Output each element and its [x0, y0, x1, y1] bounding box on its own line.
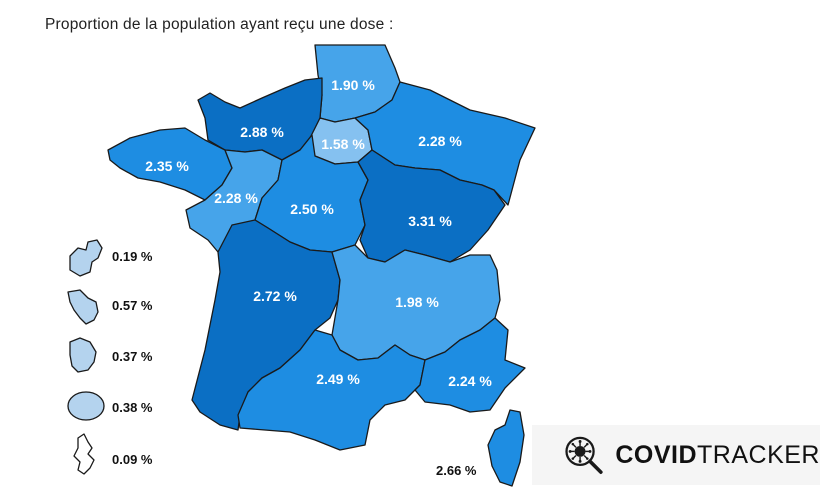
region-label: 1.58 %	[321, 136, 365, 152]
overseas-guadeloupe[interactable]	[69, 239, 103, 277]
overseas-martinique[interactable]	[67, 289, 99, 325]
region-label: 2.88 %	[240, 124, 284, 140]
region-bourgogne-franche-comte[interactable]	[357, 149, 506, 263]
overseas-label: 0.38 %	[112, 400, 153, 415]
map-title: Proportion de la population ayant reçu u…	[45, 16, 394, 33]
region-label: 2.66 %	[436, 463, 477, 478]
overseas-label: 0.19 %	[112, 249, 153, 264]
region-label: 2.35 %	[145, 158, 189, 174]
region-label: 1.90 %	[331, 77, 375, 93]
region-label: 2.50 %	[290, 201, 334, 217]
brand-name-bold: COVID	[615, 440, 698, 469]
overseas-guyane[interactable]	[69, 337, 97, 373]
overseas-mayotte[interactable]	[73, 433, 95, 475]
overseas-label: 0.37 %	[112, 349, 153, 364]
overseas-label: 0.09 %	[112, 452, 153, 467]
region-paca[interactable]	[414, 317, 526, 413]
region-corse[interactable]	[487, 409, 525, 487]
brand-name-light: TRACKER	[697, 440, 820, 469]
region-label: 2.28 %	[214, 190, 258, 206]
brand-name: COVIDTRACKER	[615, 441, 820, 470]
region-label: 2.28 %	[418, 133, 462, 149]
overseas-reunion[interactable]	[67, 391, 105, 421]
region-label: 2.49 %	[316, 371, 360, 387]
region-label: 2.24 %	[448, 373, 492, 389]
region-label: 1.98 %	[395, 294, 439, 310]
region-occitanie[interactable]	[237, 329, 426, 451]
covidtracker-brand: COVIDTRACKER	[532, 425, 820, 485]
virus-magnifier-icon	[565, 436, 603, 474]
region-label: 2.72 %	[253, 288, 297, 304]
region-centre-val-de-loire[interactable]	[254, 134, 369, 253]
region-label: 3.31 %	[408, 213, 452, 229]
overseas-label: 0.57 %	[112, 298, 153, 313]
